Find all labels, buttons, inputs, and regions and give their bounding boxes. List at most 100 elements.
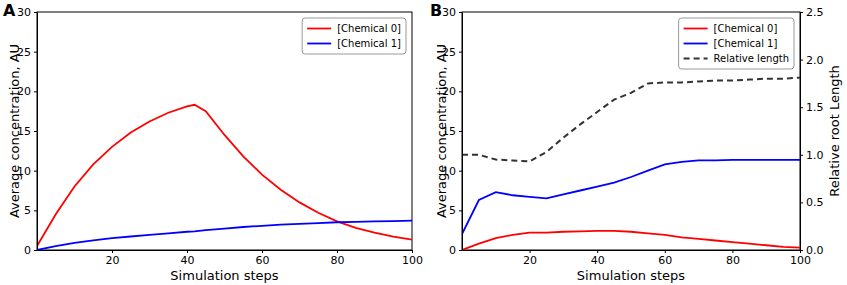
tick-label: 1.5 bbox=[806, 101, 824, 114]
tick-mark bbox=[112, 250, 113, 253]
legend-swatch bbox=[307, 43, 331, 45]
plot-frame bbox=[462, 12, 800, 250]
tick: 2.0 bbox=[800, 54, 824, 67]
plot-area bbox=[462, 78, 800, 250]
tick-mark bbox=[732, 250, 733, 253]
tick-mark bbox=[800, 250, 803, 251]
tick-mark bbox=[187, 250, 188, 253]
y2-axis-title: Relative root Length bbox=[827, 65, 842, 197]
series-line bbox=[462, 160, 800, 234]
tick-label: 5 bbox=[449, 204, 456, 217]
tick-mark bbox=[530, 250, 531, 253]
tick-mark bbox=[459, 131, 462, 132]
x-axis-title: Simulation steps bbox=[577, 268, 685, 283]
tick-label: 60 bbox=[658, 254, 672, 267]
axis-line bbox=[37, 13, 38, 251]
tick: 30 bbox=[17, 6, 37, 19]
panel: 204060801000510152025300.00.51.01.52.02.… bbox=[430, 1, 842, 283]
tick-label: 0 bbox=[24, 244, 31, 257]
tick-label: 2.5 bbox=[806, 6, 824, 19]
legend-box bbox=[679, 18, 794, 69]
tick-mark bbox=[597, 250, 598, 253]
tick-label: 20 bbox=[106, 254, 120, 267]
legend-label: [Chemical 0] bbox=[337, 23, 401, 34]
tick-mark bbox=[800, 12, 803, 13]
plot-area bbox=[37, 105, 412, 250]
y-axis-title: Average concentration, AU bbox=[7, 44, 22, 218]
tick: 1.5 bbox=[800, 101, 824, 114]
legend-swatch bbox=[684, 58, 708, 60]
tick-mark bbox=[412, 250, 413, 253]
tick-label: 2.0 bbox=[806, 54, 824, 67]
axis-line bbox=[462, 13, 463, 251]
x-axis: 20406080100 bbox=[463, 250, 812, 267]
panel: 20406080100051015202530Simulation stepsA… bbox=[3, 1, 423, 283]
tick: 40 bbox=[181, 250, 195, 267]
tick: 20 bbox=[106, 250, 120, 267]
legend: [Chemical 0] [Chemical 1] Relative length bbox=[679, 18, 794, 69]
tick: 100 bbox=[402, 250, 423, 267]
tick-mark bbox=[34, 210, 37, 211]
tick: 40 bbox=[591, 250, 605, 267]
y-axis-title: Average concentration, AU bbox=[434, 44, 449, 218]
tick: 5 bbox=[24, 204, 37, 217]
tick-label: 80 bbox=[331, 254, 345, 267]
tick-label: 0.5 bbox=[806, 196, 824, 209]
legend-swatch bbox=[684, 28, 708, 30]
figure: 20406080100051015202530Simulation stepsA… bbox=[0, 0, 847, 285]
tick: 0 bbox=[449, 244, 462, 257]
tick-label: 40 bbox=[591, 254, 605, 267]
tick: 1.0 bbox=[800, 149, 824, 162]
tick-label: 0.0 bbox=[806, 244, 824, 257]
tick: 60 bbox=[256, 250, 270, 267]
legend-label: [Chemical 1] bbox=[337, 38, 401, 49]
legend-swatch bbox=[307, 28, 331, 30]
tick-mark bbox=[34, 131, 37, 132]
tick-mark bbox=[34, 52, 37, 53]
tick-mark bbox=[34, 171, 37, 172]
x-axis: 20 40 60 80 100 bbox=[38, 250, 424, 267]
tick: 0 bbox=[24, 244, 37, 257]
tick-mark bbox=[459, 12, 462, 13]
axis-line bbox=[38, 250, 413, 251]
tick: 80 bbox=[726, 250, 740, 267]
tick-label: 1.0 bbox=[806, 149, 824, 162]
tick-mark bbox=[34, 91, 37, 92]
tick-mark bbox=[262, 250, 263, 253]
legend-swatch bbox=[684, 43, 708, 45]
tick-mark bbox=[800, 202, 803, 203]
tick-label: 20 bbox=[523, 254, 537, 267]
legend-box bbox=[302, 18, 406, 54]
tick-mark bbox=[34, 12, 37, 13]
tick-label: 30 bbox=[17, 6, 31, 19]
tick-mark bbox=[459, 52, 462, 53]
tick: 0.5 bbox=[800, 196, 824, 209]
series-line bbox=[462, 78, 800, 162]
tick: 20 bbox=[523, 250, 537, 267]
x-axis-title: Simulation steps bbox=[170, 268, 278, 283]
tick-mark bbox=[459, 91, 462, 92]
tick-label: 5 bbox=[24, 204, 31, 217]
tick: 5 bbox=[449, 204, 462, 217]
tick-mark bbox=[34, 250, 37, 251]
tick: 60 bbox=[658, 250, 672, 267]
panel-label: B bbox=[430, 1, 442, 20]
tick-mark bbox=[800, 107, 803, 108]
tick: 30 bbox=[442, 6, 462, 19]
tick-label: 40 bbox=[181, 254, 195, 267]
panel-label: A bbox=[3, 1, 16, 20]
tick-mark bbox=[665, 250, 666, 253]
axis-line bbox=[463, 250, 801, 251]
tick-mark bbox=[459, 210, 462, 211]
legend-label: Relative length bbox=[714, 53, 789, 64]
legend: [Chemical 0] [Chemical 1] bbox=[302, 18, 406, 54]
series-line bbox=[37, 105, 412, 246]
tick-label: 100 bbox=[402, 254, 423, 267]
tick: 0.0 bbox=[800, 244, 824, 257]
legend-label: [Chemical 0] bbox=[714, 23, 778, 34]
series-line bbox=[37, 221, 412, 250]
legend-label: [Chemical 1] bbox=[714, 38, 778, 49]
tick-mark bbox=[800, 155, 803, 156]
tick-label: 30 bbox=[442, 6, 456, 19]
axis-line bbox=[800, 13, 801, 251]
